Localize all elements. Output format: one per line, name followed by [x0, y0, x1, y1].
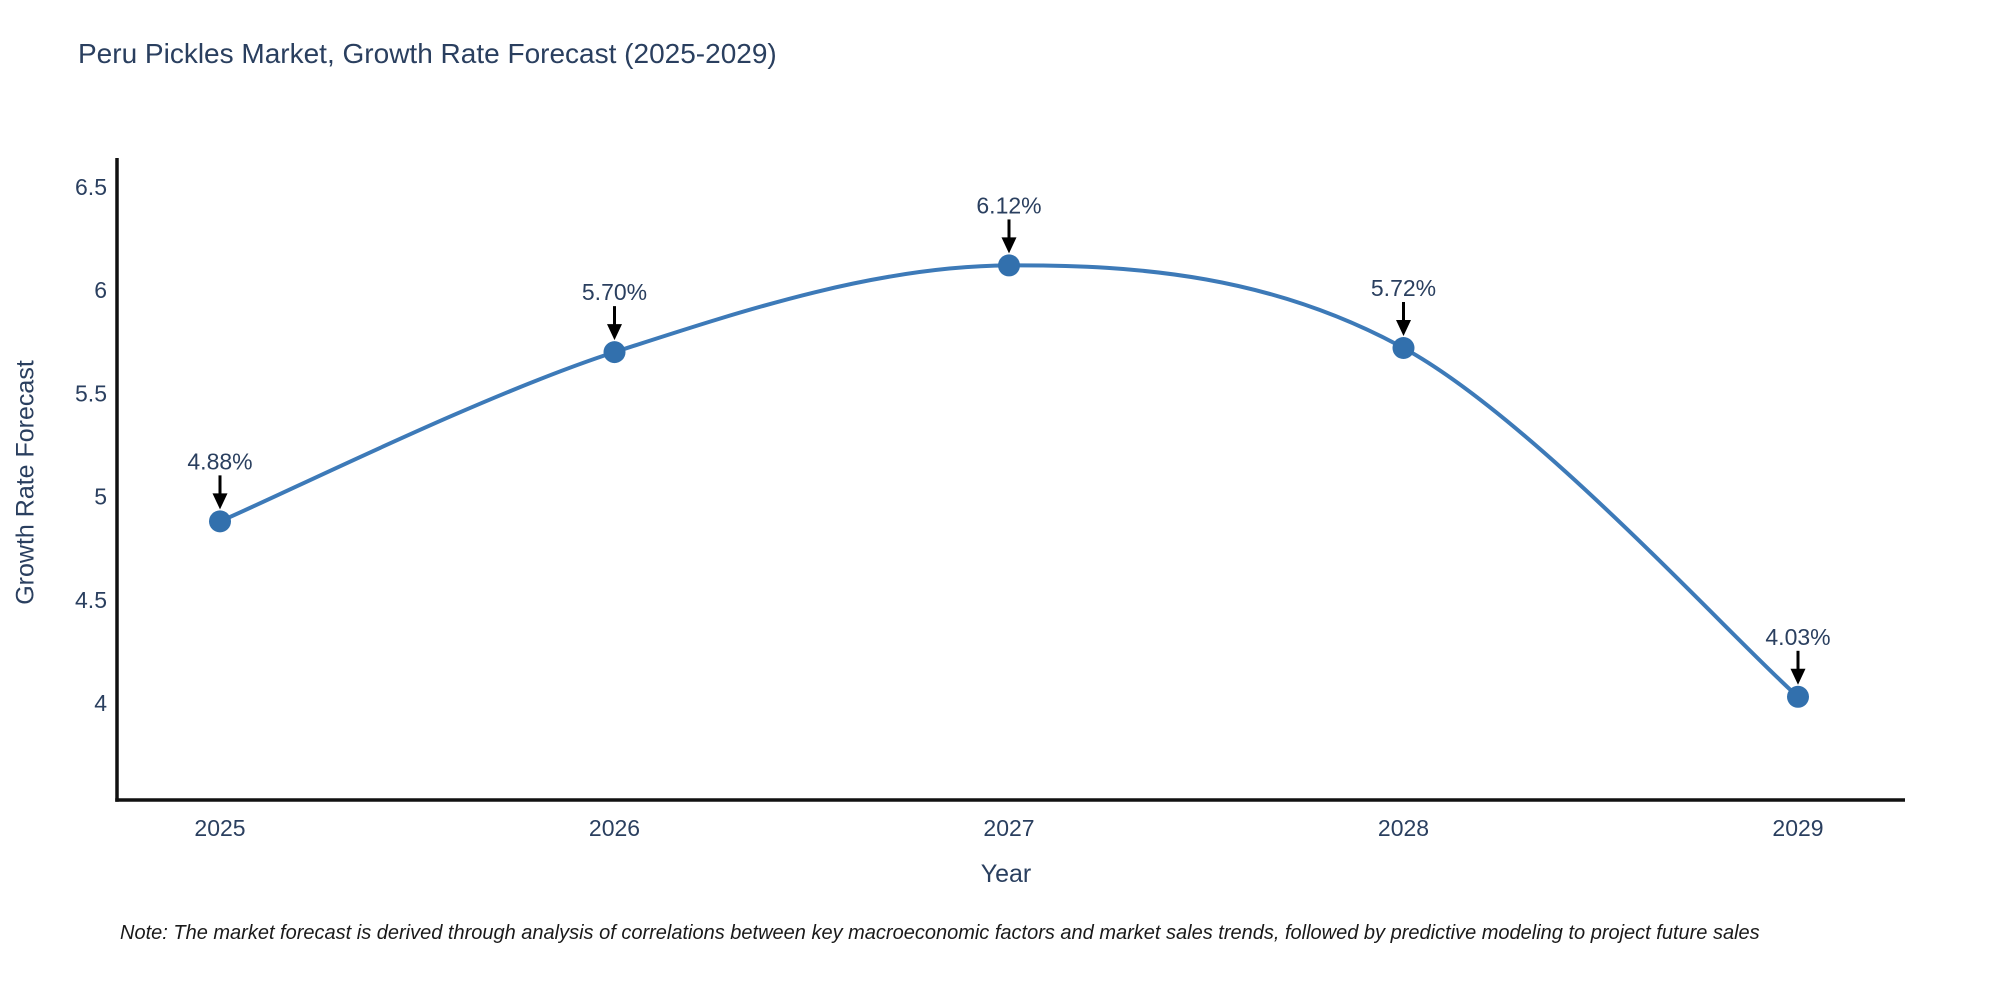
footnote: Note: The market forecast is derived thr… — [120, 922, 1760, 944]
annotation-arrowhead — [1396, 319, 1411, 336]
x-tick-label: 2029 — [1772, 815, 1823, 841]
x-tick-label: 2026 — [589, 815, 640, 841]
x-tick-label: 2027 — [983, 815, 1034, 841]
x-axis-title: Year — [980, 860, 1032, 888]
data-point-marker — [209, 510, 231, 533]
annotation-arrowhead — [607, 324, 622, 341]
annotation-arrowhead — [212, 493, 228, 510]
data-point-marker — [603, 341, 626, 364]
y-tick-label: 5.5 — [75, 380, 107, 406]
data-point-marker — [1392, 336, 1415, 359]
data-point-marker — [998, 254, 1020, 277]
data-point-label: 6.12% — [976, 192, 1041, 218]
y-tick-label: 4.5 — [75, 587, 107, 613]
chart-title: Peru Pickles Market, Growth Rate Forecas… — [78, 38, 777, 69]
data-point-label: 5.72% — [1371, 275, 1436, 301]
x-tick-label: 2028 — [1378, 815, 1429, 841]
data-point-label: 4.03% — [1765, 624, 1830, 650]
data-point-label: 4.88% — [187, 448, 252, 474]
x-tick-label: 2025 — [194, 815, 245, 841]
data-point-label: 5.70% — [582, 279, 647, 305]
annotation-arrowhead — [1001, 237, 1017, 254]
annotation-arrowhead — [1790, 668, 1806, 685]
y-tick-label: 5 — [94, 484, 107, 510]
y-tick-label: 6.5 — [75, 174, 107, 200]
data-point-marker — [1787, 685, 1809, 708]
trend-line — [218, 263, 1800, 699]
y-tick-label: 6 — [94, 277, 107, 303]
y-tick-label: 4 — [94, 690, 107, 716]
